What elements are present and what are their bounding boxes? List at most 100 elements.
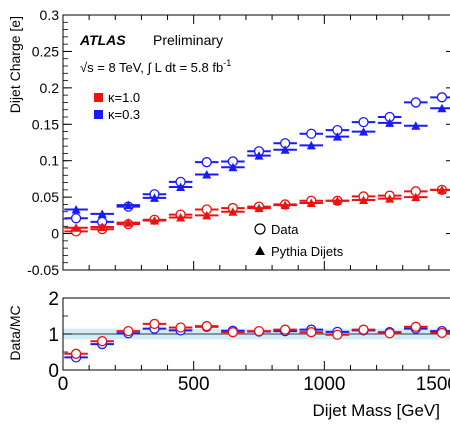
- top-point-data-k03: [430, 92, 450, 103]
- ratio-point-k1: [64, 348, 88, 359]
- legend-kappa-2-label: κ=0.3: [108, 107, 140, 122]
- ratio-point-k1: [273, 324, 297, 335]
- bottom-panel: 0 1 2 0 500 1000 1500 Data/MC Dijet Mass [GeV]: [7, 289, 450, 420]
- bottom-x-tick-label: 1000: [303, 374, 345, 395]
- top-point-pythia-k1-filled-triangle: [202, 210, 212, 220]
- top-point-pythia-k03-filled-triangle: [149, 193, 159, 202]
- atlas-label: ATLAS: [79, 32, 126, 48]
- top-point-data-k03: [194, 157, 219, 168]
- top-point-pythia-k03: [430, 103, 450, 113]
- top-point-pythia-k03: [404, 121, 428, 130]
- top-point-data-k03: [325, 124, 350, 136]
- top-y-axis-label: Dijet Charge [e]: [7, 16, 23, 113]
- top-y-tick-label: -0.05: [27, 262, 59, 278]
- ratio-point-k1: [168, 322, 193, 333]
- top-point-data-k03: [404, 97, 428, 108]
- top-point-pythia-k1: [64, 223, 88, 232]
- top-point-data-k03: [351, 116, 376, 128]
- top-axes: -0.05 0 0.05 0.1 0.15 0.2 0.25 0.3: [27, 7, 450, 278]
- top-point-pythia-k1-filled-triangle: [123, 218, 133, 227]
- bottom-y-tick-label: 1: [48, 325, 59, 346]
- top-point-pythia-k03-filled-triangle: [71, 205, 81, 214]
- top-point-pythia-k1: [299, 198, 324, 207]
- x-axis-label: Dijet Mass [GeV]: [312, 401, 440, 420]
- top-y-tick-label: 0.05: [32, 189, 59, 205]
- top-point-pythia-k1-filled-triangle: [411, 192, 421, 202]
- top-point-pythia-k03: [377, 118, 402, 127]
- top-point-pythia-k1-filled-triangle: [280, 200, 290, 210]
- top-point-pythia-k03-filled-triangle: [411, 121, 421, 130]
- legend-pythia-label: Pythia Dijets: [271, 244, 344, 259]
- top-plot-frame: [62, 14, 450, 271]
- bottom-axes: 0 1 2 0 500 1000 1500: [48, 289, 450, 395]
- preliminary-label: Preliminary: [153, 32, 223, 48]
- top-point-pythia-k1-filled-triangle: [385, 194, 395, 203]
- top-point-pythia-k1-filled-triangle: [306, 198, 316, 207]
- ratio-point-k1-open-circle: [70, 348, 82, 359]
- top-point-pythia-k03-filled-triangle: [202, 170, 212, 179]
- bottom-x-tick-label: 1500: [416, 374, 450, 395]
- top-point-pythia-k03: [247, 151, 271, 160]
- energy-lumi-label: √s = 8 TeV, ∫ L dt = 5.8 fb-1: [80, 58, 231, 75]
- top-point-pythia-k1-filled-triangle: [71, 223, 81, 232]
- top-point-pythia-k03: [90, 209, 114, 218]
- top-point-data-k03-open-circle: [358, 116, 369, 128]
- top-point-data-k03-open-circle: [201, 157, 212, 168]
- top-point-pythia-k03: [116, 200, 141, 210]
- ratio-point-k1-open-circle: [201, 320, 212, 332]
- top-point-pythia-k1: [351, 195, 376, 205]
- top-point-pythia-k03-filled-triangle: [332, 132, 342, 141]
- ratio-point-k1: [377, 328, 402, 339]
- top-point-pythia-k03-filled-triangle: [97, 209, 107, 218]
- top-point-pythia-k1-filled-triangle: [359, 195, 369, 205]
- top-point-pythia-k1-filled-triangle: [228, 207, 238, 216]
- top-point-pythia-k1: [377, 194, 402, 203]
- top-point-pythia-k1: [247, 203, 271, 213]
- legend-kappa-1-swatch: [94, 93, 103, 102]
- ratio-point-k1-open-circle: [332, 329, 343, 340]
- ratio-point-k1-open-circle: [358, 324, 369, 335]
- ratio-point-k1-open-circle: [253, 325, 265, 337]
- ratio-point-k1: [116, 325, 141, 337]
- top-point-pythia-k1: [142, 215, 167, 225]
- legend-kappa-2-swatch: [94, 110, 103, 119]
- top-point-pythia-k1: [404, 192, 428, 202]
- top-point-pythia-k1-filled-triangle: [254, 203, 264, 213]
- top-point-pythia-k1: [221, 207, 245, 216]
- top-point-pythia-k03-filled-triangle: [437, 103, 447, 113]
- ratio-point-k1-open-circle: [227, 327, 239, 338]
- top-point-pythia-k03: [142, 193, 167, 202]
- ratio-point-k1-open-circle: [279, 324, 291, 335]
- top-point-pythia-k03: [168, 182, 193, 191]
- top-point-pythia-k03: [351, 127, 376, 136]
- top-point-pythia-k03-filled-triangle: [176, 182, 186, 191]
- top-point-data-k03: [64, 213, 88, 224]
- top-point-pythia-k03: [221, 162, 245, 172]
- legend-markers: Data Pythia Dijets: [254, 222, 344, 259]
- ratio-point-k1-open-circle: [123, 325, 134, 337]
- top-point-pythia-k1: [325, 196, 350, 205]
- top-point-data-k03: [299, 128, 324, 139]
- legend-data-marker: [254, 223, 266, 235]
- top-point-pythia-k03: [299, 140, 324, 150]
- top-point-pythia-k1: [90, 222, 114, 232]
- bottom-x-tick-label: 500: [178, 374, 210, 395]
- bottom-data-marks: [64, 318, 450, 363]
- top-point-data-k03: [377, 111, 402, 123]
- top-point-pythia-k1-filled-triangle: [97, 222, 107, 232]
- top-point-pythia-k03-filled-triangle: [254, 151, 264, 160]
- ratio-point-k1: [90, 336, 114, 347]
- top-point-pythia-k1: [116, 218, 141, 227]
- ratio-point-k1: [221, 327, 245, 338]
- ratio-point-k1: [404, 321, 428, 332]
- top-point-pythia-k1-filled-triangle: [437, 185, 447, 194]
- top-data-marks: [64, 92, 450, 237]
- ratio-point-k1-open-circle: [149, 318, 160, 330]
- top-point-data-k03-open-circle: [306, 128, 317, 139]
- top-point-pythia-k03-filled-triangle: [280, 145, 290, 154]
- ratio-point-k1: [194, 320, 219, 332]
- legend-kappa-1-label: κ=1.0: [108, 90, 140, 105]
- top-y-tick-label: 0.1: [40, 153, 60, 169]
- ratio-point-k1-open-circle: [436, 327, 448, 339]
